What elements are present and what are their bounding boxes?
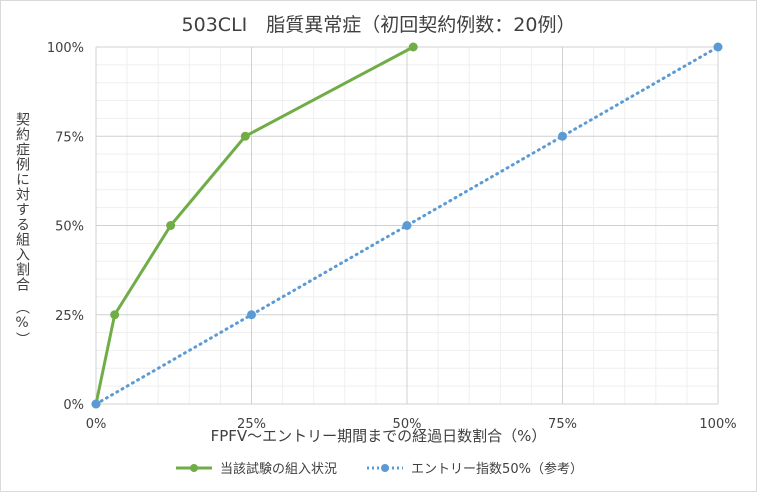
tick-labels: 0% 25% 50% 75% 100% 0% 25% 50% 75% 100% [47, 41, 737, 432]
y-tick-label: 0% [63, 398, 84, 413]
legend-label-reference: エントリー指数50%（参考） [411, 462, 583, 477]
data-point-1 [247, 310, 256, 320]
x-axis-label: FPFV～エントリー期間までの経過日数割合（%） [210, 427, 547, 445]
chart-title: 503CLI 脂質異常症（初回契約例数：20例） [181, 14, 576, 36]
data-point-1 [402, 221, 412, 230]
legend-item-reference: エントリー指数50%（参考） [365, 458, 583, 477]
y-axis-label: 契約症例に対する組入割合 （%） [14, 112, 30, 347]
x-tick-label: 25% [237, 417, 266, 432]
data-point-1 [713, 42, 723, 52]
legend-swatch-reference [367, 463, 404, 472]
x-tick-label: 0% [86, 417, 107, 432]
legend-swatch-actual [176, 463, 213, 472]
data-point-0 [408, 42, 418, 52]
data-point-1 [558, 131, 567, 141]
y-tick-label: 100% [47, 41, 84, 56]
legend-item-actual: 当該試験の組入状況 [174, 458, 337, 477]
data-point-1 [91, 399, 101, 409]
y-tick-label: 25% [55, 309, 84, 324]
data-point-0 [166, 221, 176, 230]
x-tick-label: 100% [699, 417, 736, 432]
data-point-0 [110, 310, 120, 320]
data-point-0 [240, 131, 250, 141]
y-tick-label: 50% [55, 220, 84, 235]
series-layer [91, 42, 723, 409]
x-tick-label: 75% [548, 417, 577, 432]
x-tick-label: 50% [393, 417, 422, 432]
legend: 当該試験の組入状況 エントリー指数50%（参考） [0, 458, 757, 477]
y-tick-label: 75% [55, 130, 84, 145]
legend-label-actual: 当該試験の組入状況 [220, 462, 338, 477]
